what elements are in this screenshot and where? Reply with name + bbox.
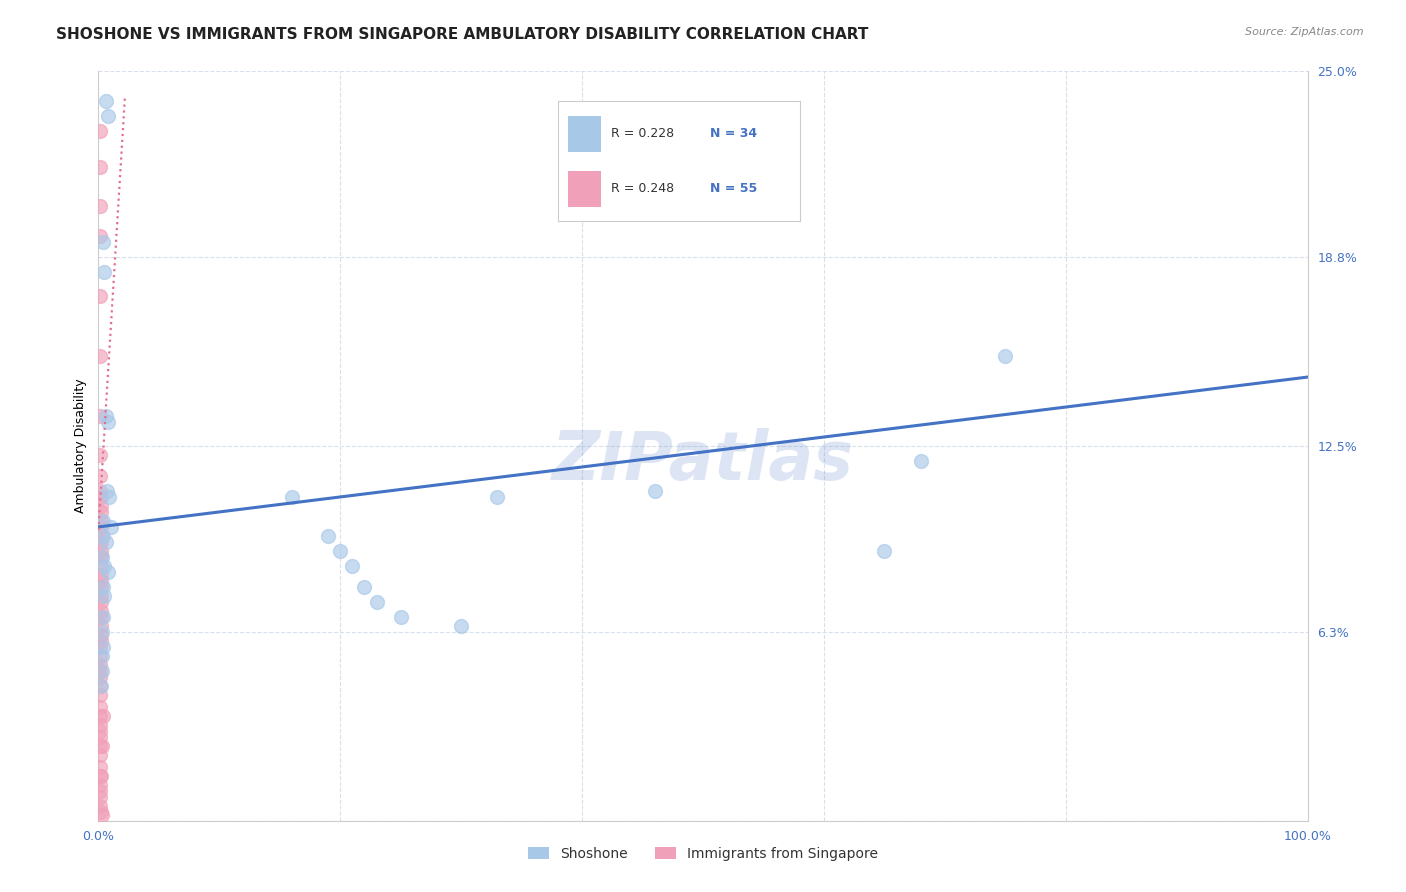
Point bbox=[994, 349, 1017, 363]
Point bbox=[97, 415, 120, 429]
Point bbox=[90, 769, 112, 783]
Point bbox=[450, 619, 472, 633]
Point bbox=[90, 633, 112, 648]
Point bbox=[90, 567, 112, 582]
Point bbox=[91, 807, 114, 822]
Point bbox=[90, 558, 112, 573]
Point bbox=[94, 95, 117, 109]
Point bbox=[90, 604, 112, 618]
Point bbox=[89, 778, 111, 792]
Point bbox=[90, 490, 112, 504]
Point bbox=[91, 580, 114, 594]
Text: ZIPatlas: ZIPatlas bbox=[553, 428, 853, 494]
Point bbox=[281, 490, 304, 504]
Point bbox=[89, 448, 111, 462]
Point bbox=[89, 469, 111, 483]
Point bbox=[90, 549, 112, 564]
Point bbox=[90, 535, 112, 549]
Point bbox=[89, 161, 111, 175]
Point bbox=[90, 628, 112, 642]
Point bbox=[329, 544, 352, 558]
Point bbox=[89, 708, 111, 723]
Point bbox=[94, 409, 117, 423]
Text: SHOSHONE VS IMMIGRANTS FROM SINGAPORE AMBULATORY DISABILITY CORRELATION CHART: SHOSHONE VS IMMIGRANTS FROM SINGAPORE AM… bbox=[56, 27, 869, 42]
Point bbox=[90, 505, 112, 519]
Point bbox=[316, 529, 339, 543]
Point bbox=[89, 657, 111, 672]
Point bbox=[90, 580, 112, 594]
Point bbox=[91, 624, 114, 639]
Point bbox=[93, 589, 115, 603]
Point bbox=[89, 789, 111, 804]
Point bbox=[90, 619, 112, 633]
Point bbox=[89, 723, 111, 738]
Point bbox=[89, 747, 111, 762]
Point bbox=[89, 717, 111, 731]
Point bbox=[90, 514, 112, 528]
Legend: Shoshone, Immigrants from Singapore: Shoshone, Immigrants from Singapore bbox=[522, 841, 884, 866]
Point bbox=[97, 565, 120, 579]
Point bbox=[90, 520, 112, 534]
Point bbox=[89, 688, 111, 702]
Point bbox=[389, 610, 412, 624]
Point bbox=[93, 558, 115, 573]
Point bbox=[89, 289, 111, 303]
Point bbox=[94, 535, 117, 549]
Point bbox=[91, 739, 114, 753]
Point bbox=[89, 483, 111, 498]
Point bbox=[89, 739, 111, 753]
Point bbox=[96, 483, 118, 498]
Point bbox=[89, 730, 111, 744]
Point bbox=[90, 499, 112, 513]
Point bbox=[89, 679, 111, 693]
Point bbox=[342, 558, 364, 573]
Point bbox=[89, 760, 111, 774]
Point bbox=[910, 454, 932, 468]
Point bbox=[89, 699, 111, 714]
Point bbox=[91, 549, 114, 564]
Point bbox=[90, 544, 112, 558]
Point bbox=[90, 679, 112, 693]
Point bbox=[353, 580, 375, 594]
Point bbox=[89, 199, 111, 213]
Point bbox=[89, 640, 111, 654]
Point bbox=[89, 798, 111, 813]
Point bbox=[89, 670, 111, 684]
Point bbox=[90, 529, 112, 543]
Point bbox=[91, 664, 114, 678]
Point bbox=[91, 610, 114, 624]
Point bbox=[644, 483, 666, 498]
Point bbox=[89, 648, 111, 663]
Point bbox=[91, 640, 114, 654]
Point bbox=[100, 520, 122, 534]
Point bbox=[89, 409, 111, 423]
Point bbox=[873, 544, 896, 558]
Point bbox=[89, 229, 111, 244]
Point bbox=[98, 490, 121, 504]
Point bbox=[93, 265, 115, 279]
Point bbox=[91, 529, 114, 543]
Y-axis label: Ambulatory Disability: Ambulatory Disability bbox=[75, 379, 87, 513]
Point bbox=[90, 610, 112, 624]
Point bbox=[90, 589, 112, 603]
Point bbox=[89, 664, 111, 678]
Text: Source: ZipAtlas.com: Source: ZipAtlas.com bbox=[1246, 27, 1364, 37]
Point bbox=[89, 783, 111, 797]
Point bbox=[89, 124, 111, 138]
Point bbox=[486, 490, 509, 504]
Point bbox=[90, 805, 112, 819]
Point bbox=[89, 349, 111, 363]
Point bbox=[97, 109, 120, 123]
Point bbox=[91, 708, 114, 723]
Point bbox=[91, 648, 114, 663]
Point bbox=[366, 595, 388, 609]
Point bbox=[91, 514, 114, 528]
Point bbox=[90, 595, 112, 609]
Point bbox=[91, 235, 114, 250]
Point bbox=[90, 574, 112, 588]
Point bbox=[89, 769, 111, 783]
